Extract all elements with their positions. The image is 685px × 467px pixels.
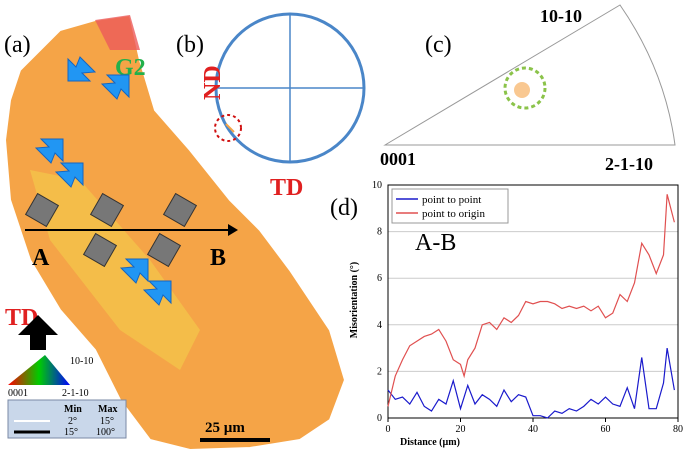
highlight xyxy=(503,66,547,110)
panel-label: (a) xyxy=(4,32,31,58)
end-label: B xyxy=(210,245,226,271)
pole-cluster xyxy=(514,82,530,98)
color-key xyxy=(8,355,70,385)
series-line xyxy=(387,347,675,419)
start-label: A xyxy=(32,245,50,271)
panel-label: (d) xyxy=(330,195,358,221)
legend-value: 15° xyxy=(100,416,114,427)
x-tick-label: 40 xyxy=(528,424,538,435)
legend-header: Min xyxy=(64,404,82,415)
y-tick-label: 0 xyxy=(377,413,382,424)
map-region xyxy=(95,15,140,50)
scale-label: 25 µm xyxy=(205,420,245,436)
legend-value: 2° xyxy=(68,416,77,427)
y-tick-label: 8 xyxy=(377,227,382,238)
legend-header: Max xyxy=(98,404,117,415)
x-tick-label: 20 xyxy=(456,424,466,435)
key-label: 0001 xyxy=(8,388,28,399)
key-label: 2-1-10 xyxy=(62,388,89,399)
y-tick-label: 2 xyxy=(377,366,382,377)
y-tick-label: 4 xyxy=(377,320,382,331)
arrows xyxy=(34,56,172,306)
legend-label: point to origin xyxy=(422,208,485,220)
legend-value: 100° xyxy=(96,427,115,438)
y-tick-label: 10 xyxy=(372,180,382,191)
legend-box xyxy=(391,188,509,224)
arrowhead xyxy=(228,224,238,236)
corner-label: 10-10 xyxy=(540,6,582,26)
axis-label: ND xyxy=(200,65,226,100)
unit-cells xyxy=(24,192,198,268)
corner-label: 0001 xyxy=(380,149,416,169)
x-axis-label: Distance (µm) xyxy=(400,437,460,448)
direction-arrow xyxy=(18,315,58,350)
ipf-triangle xyxy=(383,4,676,146)
x-tick-label: 80 xyxy=(673,424,683,435)
legend-value: 15° xyxy=(64,427,78,438)
y-axis-label: Misorientation (°) xyxy=(349,262,360,338)
orientation-map xyxy=(3,13,347,452)
profile-label: A-B xyxy=(415,230,456,256)
panel-label: (c) xyxy=(425,32,452,58)
x-tick-label: 0 xyxy=(386,424,391,435)
key-label: 10-10 xyxy=(70,356,93,367)
corner-label: 2-1-10 xyxy=(605,154,653,174)
axis-label: TD xyxy=(270,175,303,201)
x-tick-label: 60 xyxy=(601,424,611,435)
panel-label: (b) xyxy=(176,32,204,58)
map-region xyxy=(30,170,200,370)
series-line xyxy=(387,194,675,407)
plot-frame xyxy=(387,184,679,419)
pole xyxy=(225,123,235,133)
legend-label: point to point xyxy=(422,194,481,206)
highlight xyxy=(214,114,242,142)
y-tick-label: 6 xyxy=(377,273,382,284)
